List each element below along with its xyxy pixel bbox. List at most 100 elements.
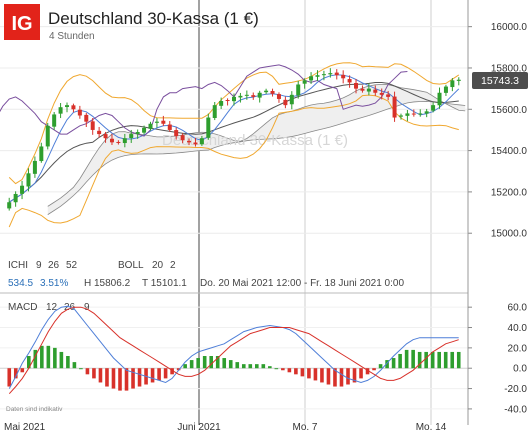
disclaimer: Daten sind indikativ (6, 406, 63, 413)
price-tick-label: 16000.0 (491, 22, 528, 33)
candle-body (334, 72, 339, 76)
macd-tick-label: 0.0 (513, 364, 527, 375)
macd-histogram-bar (450, 351, 455, 369)
candle-body (418, 113, 423, 115)
macd-histogram-bar (7, 368, 12, 387)
candle-body (386, 94, 391, 97)
candle-body (135, 132, 140, 135)
time-axis: Mai 2021 Juni 2021 Mo. 7 Mo. 14 (4, 422, 447, 433)
macd-histogram-bar (365, 368, 370, 375)
macd-histogram-bar (287, 368, 292, 373)
macd-histogram-bar (196, 358, 200, 369)
candle-body (411, 113, 416, 115)
macd-histogram-bar (294, 368, 298, 375)
macd-histogram-bar (176, 368, 181, 371)
candle-body (103, 134, 108, 139)
candle-body (456, 79, 461, 81)
candle-body (219, 101, 224, 106)
ichi-param-2: 26 (48, 260, 60, 271)
date-range: Do. 20 Mai 2021 12:00 - Fr. 18 Juni 2021… (200, 278, 404, 289)
macd-axis: -40.0 -20.0 0.0 20.0 40.0 60.0 (468, 303, 527, 415)
macd-histogram-bar (170, 368, 174, 375)
macd-histogram-bar (300, 368, 305, 377)
boll-param-2: 2 (170, 260, 176, 271)
macd-histogram-bar (59, 351, 64, 369)
macd-histogram-bar (320, 368, 324, 383)
macd-histogram-bar (255, 364, 259, 369)
candle-body (20, 185, 25, 194)
brand-text: IG (11, 13, 32, 35)
macd-histogram-bar (333, 368, 337, 387)
low-value: T 15101.1 (142, 278, 187, 289)
macd-histogram-bar (222, 358, 227, 369)
candle-body (7, 202, 12, 209)
cloud-area (47, 84, 466, 215)
candle-body (257, 92, 262, 98)
bollinger-upper (8, 62, 460, 185)
macd-histogram-bar (430, 351, 435, 369)
ichi-param-3: 52 (66, 260, 78, 271)
macd-histogram-bar (124, 368, 129, 391)
macd-histogram-bar (261, 364, 266, 369)
candle-body (148, 123, 153, 129)
macd-histogram-bar (111, 368, 116, 389)
candle-body (424, 111, 429, 114)
candle-body (289, 94, 294, 105)
macd-histogram-bar (398, 353, 402, 369)
candle-body (392, 96, 397, 118)
grid (0, 0, 468, 425)
macd-histogram-bar (228, 360, 233, 369)
timeframe-label: 4 Stunden (49, 31, 95, 42)
candle-body (283, 99, 288, 106)
macd-histogram-bar (391, 358, 396, 369)
macd-histogram-bar (385, 360, 389, 369)
macd-histogram-bar (411, 349, 415, 369)
price-tick-label: 15000.0 (491, 229, 528, 240)
candle-body (398, 115, 403, 117)
macd-histogram-bar (372, 368, 376, 371)
candle-body (238, 95, 243, 98)
macd-histogram-bar (274, 368, 279, 370)
boll-name: BOLL (118, 260, 144, 271)
macd-histogram-bar (404, 349, 409, 369)
macd-histogram-bar (40, 345, 44, 369)
candle-body (328, 73, 333, 75)
candle-body (193, 142, 198, 145)
candle-body (71, 105, 76, 110)
candle-body (341, 74, 346, 79)
macd-histogram-bar (13, 368, 18, 379)
indicator-lines (0, 62, 460, 228)
candle-body (405, 113, 410, 116)
signal-line (8, 306, 459, 395)
macd-histogram-bar (313, 368, 318, 381)
candle-body (109, 138, 114, 143)
last-price-tag (472, 72, 528, 89)
candle-body (154, 121, 159, 123)
macd-histogram-bar (209, 356, 213, 369)
macd-histogram-bar (92, 368, 96, 379)
candle-body (244, 94, 249, 96)
candle-body (58, 107, 63, 114)
candle-body (296, 84, 301, 96)
change-value: 534.5 (8, 278, 33, 289)
time-axis-label: Juni 2021 (177, 422, 221, 433)
candle-body (116, 141, 121, 143)
macd-histogram-bar (131, 368, 135, 389)
time-axis-label: Mai 2021 (4, 422, 46, 433)
candle-body (437, 92, 442, 106)
candle-body (251, 95, 256, 97)
time-axis-label: Mo. 14 (416, 422, 447, 433)
change-percent: 3.51% (40, 278, 68, 289)
macd-histogram-bar (33, 349, 38, 369)
macd-histogram-bar (417, 351, 422, 369)
indicator-info-row: ICHI 9 26 52 BOLL 20 2 (8, 260, 176, 271)
macd-param-1: 12 (46, 302, 58, 313)
candle-body (13, 193, 18, 203)
candle-body (360, 88, 365, 91)
candle-body (232, 96, 236, 102)
macd-histogram-bar (346, 368, 350, 385)
macd-histogram-bar (378, 364, 383, 369)
ichi-name: ICHI (8, 260, 28, 271)
macd-histogram-bar (163, 368, 168, 379)
candle-body (354, 82, 359, 89)
